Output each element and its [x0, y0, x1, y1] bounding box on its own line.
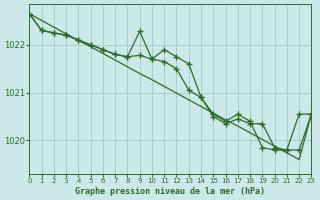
X-axis label: Graphe pression niveau de la mer (hPa): Graphe pression niveau de la mer (hPa)	[76, 187, 265, 196]
